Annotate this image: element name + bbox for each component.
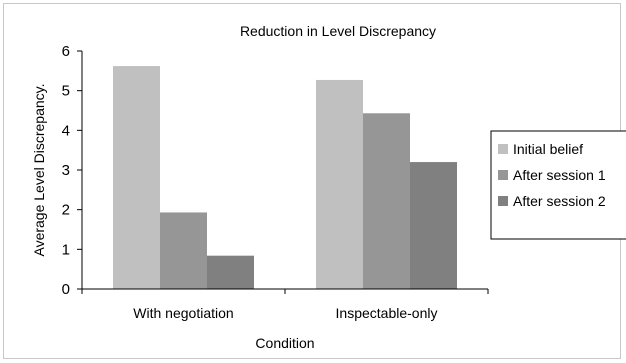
legend-label: After session 2: [513, 193, 606, 209]
legend-box: [490, 130, 626, 240]
legend-swatch: [498, 170, 508, 180]
x-tick-label: With negotiation: [133, 305, 233, 321]
legend-swatch: [498, 196, 508, 206]
bar-1-series-3: [207, 255, 254, 289]
y-tick-label: 3: [62, 162, 70, 179]
legend-label: After session 1: [513, 167, 606, 183]
bars-group: [113, 66, 457, 289]
y-axis-label: Average Level Discrepancy.: [31, 83, 47, 256]
y-tick-label: 6: [62, 43, 70, 60]
bar-2-series-3: [410, 162, 457, 289]
y-tick-label: 1: [62, 241, 70, 258]
legend-swatch: [498, 144, 508, 154]
y-tick-label: 4: [62, 122, 70, 139]
legend-label: Initial belief: [513, 141, 583, 157]
x-ticks-group: With negotiation Inspectable-only: [81, 289, 489, 321]
y-tick-label: 0: [62, 281, 70, 298]
y-tick-label: 5: [62, 83, 70, 100]
x-tick-label: Inspectable-only: [336, 305, 438, 321]
y-ticks-group: 0 1 2 3 4 5 6: [62, 43, 82, 298]
bar-1-series-1: [113, 66, 160, 289]
x-axis-label: Condition: [255, 335, 314, 351]
legend: Initial belief After session 1 After sessi…: [498, 141, 606, 209]
y-tick-label: 2: [62, 202, 70, 219]
bar-2-series-2: [363, 113, 410, 289]
chart-title: Reduction in Level Discrepancy: [240, 23, 436, 39]
bar-2-series-1: [316, 79, 363, 289]
bar-1-series-2: [160, 212, 207, 289]
